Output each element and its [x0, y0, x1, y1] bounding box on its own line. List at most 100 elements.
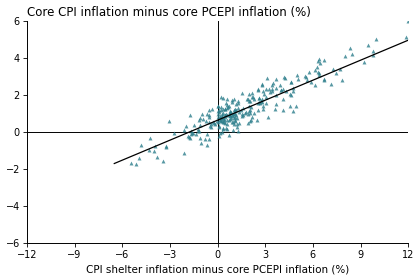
Point — [288, 80, 294, 84]
Point — [272, 92, 279, 97]
Point — [272, 106, 278, 111]
Point — [147, 136, 154, 141]
Point — [234, 115, 241, 120]
Point — [370, 52, 377, 57]
Point — [246, 109, 252, 113]
Point — [181, 151, 188, 155]
Point — [281, 75, 287, 79]
Point — [222, 106, 228, 111]
Point — [181, 128, 188, 132]
Point — [216, 116, 223, 120]
Point — [247, 99, 254, 104]
Point — [317, 61, 323, 65]
Point — [215, 108, 221, 113]
Point — [304, 78, 310, 83]
Point — [213, 118, 220, 123]
Point — [128, 161, 134, 165]
Point — [228, 113, 235, 118]
Point — [221, 116, 228, 121]
Point — [223, 101, 229, 105]
Point — [232, 109, 239, 113]
Point — [217, 130, 223, 135]
Point — [259, 100, 265, 105]
Point — [204, 112, 211, 116]
Point — [360, 59, 367, 64]
Point — [244, 96, 251, 101]
Point — [215, 103, 221, 108]
Point — [188, 129, 195, 133]
Point — [228, 110, 234, 114]
Point — [321, 58, 328, 62]
Point — [247, 119, 254, 124]
Point — [133, 162, 140, 167]
Point — [239, 106, 246, 110]
Point — [216, 117, 223, 122]
Point — [315, 59, 321, 63]
Point — [217, 114, 223, 118]
Point — [234, 106, 241, 111]
Point — [150, 149, 157, 153]
Point — [220, 126, 226, 130]
Point — [196, 122, 203, 127]
Point — [183, 124, 189, 129]
Point — [254, 118, 261, 123]
Point — [229, 100, 236, 104]
Point — [269, 89, 276, 94]
Point — [241, 110, 248, 115]
Point — [260, 92, 267, 96]
Point — [166, 118, 173, 123]
Point — [328, 82, 334, 87]
Point — [215, 120, 221, 124]
Point — [231, 115, 238, 120]
Point — [231, 112, 238, 117]
Point — [185, 134, 192, 138]
Point — [235, 101, 242, 106]
Point — [196, 129, 203, 133]
Point — [221, 114, 228, 119]
Point — [220, 110, 227, 115]
Point — [223, 118, 230, 123]
Point — [269, 87, 276, 91]
Point — [218, 119, 225, 123]
Point — [256, 96, 263, 100]
Point — [286, 92, 293, 97]
Point — [226, 132, 232, 137]
Point — [191, 123, 198, 128]
Point — [226, 112, 233, 117]
Point — [244, 97, 251, 102]
Point — [227, 110, 234, 115]
Point — [249, 115, 255, 119]
Point — [313, 65, 320, 70]
Point — [311, 83, 318, 87]
Point — [230, 112, 237, 116]
Point — [239, 114, 246, 119]
Point — [160, 159, 166, 164]
Point — [259, 96, 265, 101]
Point — [188, 130, 195, 135]
Point — [186, 136, 193, 140]
Point — [197, 135, 204, 140]
Point — [264, 76, 270, 81]
Point — [236, 121, 243, 125]
Point — [229, 120, 236, 124]
Point — [225, 104, 231, 109]
Point — [320, 76, 327, 81]
Point — [207, 122, 214, 126]
Point — [222, 112, 229, 117]
Point — [218, 130, 225, 134]
Point — [293, 104, 299, 108]
Point — [238, 108, 244, 113]
Point — [288, 93, 294, 97]
Point — [339, 78, 346, 82]
Point — [215, 134, 222, 139]
Point — [294, 72, 300, 77]
Point — [246, 92, 253, 97]
Point — [256, 101, 263, 105]
Point — [206, 120, 213, 124]
Point — [226, 113, 233, 118]
Point — [403, 34, 410, 39]
Point — [303, 74, 310, 79]
Point — [220, 96, 226, 101]
Point — [245, 111, 252, 116]
Point — [229, 120, 236, 124]
